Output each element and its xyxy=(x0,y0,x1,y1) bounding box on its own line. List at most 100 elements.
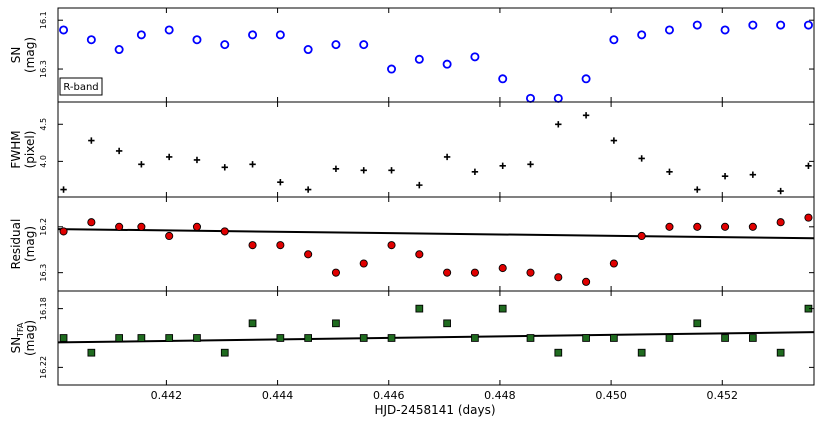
data-point xyxy=(748,222,757,231)
data-point xyxy=(115,334,123,342)
data-point xyxy=(331,40,341,50)
y-axis-unit-text: (mag) xyxy=(23,320,37,356)
y-tick-label: 16.22 xyxy=(39,356,48,379)
data-point xyxy=(193,334,201,342)
data-point xyxy=(87,218,96,227)
panel-fwhm: 4.0 4.5 FWHM (pixel) xyxy=(9,101,815,198)
y-axis-label-subscript: TFA xyxy=(16,322,25,338)
y-tick-label: 16.18 xyxy=(39,297,48,320)
x-tick-label: 0.444 xyxy=(262,389,294,402)
y-axis-label: FWHM xyxy=(9,130,23,168)
data-point xyxy=(554,348,563,357)
data-point xyxy=(192,35,202,45)
x-tick-label: 0.448 xyxy=(484,389,516,402)
y-axis-unit: (mag) xyxy=(23,37,37,73)
data-point xyxy=(359,259,368,268)
data-point xyxy=(443,268,452,277)
data-point xyxy=(387,334,396,342)
data-point xyxy=(471,334,479,342)
data-point xyxy=(470,52,480,62)
data-point xyxy=(220,227,229,236)
y-axis-label: SN xyxy=(9,47,23,64)
y-tick-label: 4.0 xyxy=(39,155,48,168)
data-point xyxy=(666,168,673,175)
data-point xyxy=(721,222,730,231)
data-point xyxy=(192,222,202,231)
data-point xyxy=(637,30,647,40)
data-point xyxy=(60,186,67,193)
data-point xyxy=(165,334,174,342)
data-point xyxy=(115,222,124,231)
fit-line xyxy=(57,331,815,344)
y-axis-unit: (pixel) xyxy=(23,131,37,169)
data-point xyxy=(387,241,396,250)
data-point xyxy=(359,40,369,50)
panel-sn: 16.1 16.3 SN (mag) R-band xyxy=(9,7,815,103)
data-point xyxy=(248,30,258,40)
data-point xyxy=(59,334,68,342)
data-point xyxy=(248,319,257,328)
legend-box xyxy=(59,77,103,96)
y-tick-label: 16.3 xyxy=(39,264,48,282)
y-tick-label: 16.3 xyxy=(39,60,48,78)
data-point xyxy=(610,137,618,144)
data-point xyxy=(749,171,757,178)
data-point xyxy=(498,264,507,273)
y-axis-label: Residual xyxy=(9,219,23,270)
data-point xyxy=(359,334,368,342)
data-point xyxy=(555,121,562,128)
y-tick-label: 16.2 xyxy=(39,218,48,236)
data-point xyxy=(138,161,145,168)
data-point xyxy=(304,186,312,193)
data-point xyxy=(220,40,230,50)
data-point xyxy=(776,348,785,357)
data-point xyxy=(609,35,619,45)
panel-residual: 16.2 16.3 Residual (mag) xyxy=(9,196,815,292)
data-point xyxy=(443,153,451,161)
y-axis-label-main: Residual xyxy=(9,219,23,270)
data-point xyxy=(554,273,563,282)
data-point xyxy=(665,222,674,231)
data-point xyxy=(303,45,313,55)
y-axis-label-main: SN xyxy=(9,47,23,64)
data-point xyxy=(137,334,146,342)
data-point xyxy=(276,334,285,342)
data-point xyxy=(638,155,645,162)
data-point xyxy=(526,334,535,342)
data-point xyxy=(416,181,423,189)
data-point xyxy=(332,165,340,172)
data-point xyxy=(193,156,201,164)
data-point xyxy=(360,167,367,174)
data-point xyxy=(693,222,702,231)
data-point xyxy=(136,30,146,40)
data-point xyxy=(277,178,284,186)
data-point xyxy=(553,93,563,103)
y-axis-unit-text: (mag) xyxy=(23,226,37,262)
x-axis-label: HJD-2458141 (days) xyxy=(374,403,495,417)
data-point xyxy=(610,334,618,342)
data-point xyxy=(165,153,173,161)
data-point xyxy=(415,250,424,259)
y-axis-label-main: SN xyxy=(9,337,23,354)
data-point xyxy=(442,59,452,69)
data-point xyxy=(86,35,96,45)
data-point xyxy=(498,304,507,313)
data-point xyxy=(471,168,479,175)
data-point xyxy=(165,231,174,241)
data-point xyxy=(87,348,96,357)
data-point xyxy=(693,319,702,328)
y-axis-unit-text: (pixel) xyxy=(23,131,37,169)
data-point xyxy=(276,241,285,250)
data-point xyxy=(332,319,340,328)
data-point xyxy=(387,64,397,74)
y-axis-unit-text: (mag) xyxy=(23,37,37,73)
data-point xyxy=(665,334,674,342)
data-point xyxy=(582,277,591,286)
data-point xyxy=(59,25,69,35)
y-axis-label: SNTFA xyxy=(9,322,25,353)
data-point xyxy=(721,334,729,342)
data-point xyxy=(115,147,123,155)
panel-frame xyxy=(57,101,815,198)
data-point xyxy=(582,112,590,119)
